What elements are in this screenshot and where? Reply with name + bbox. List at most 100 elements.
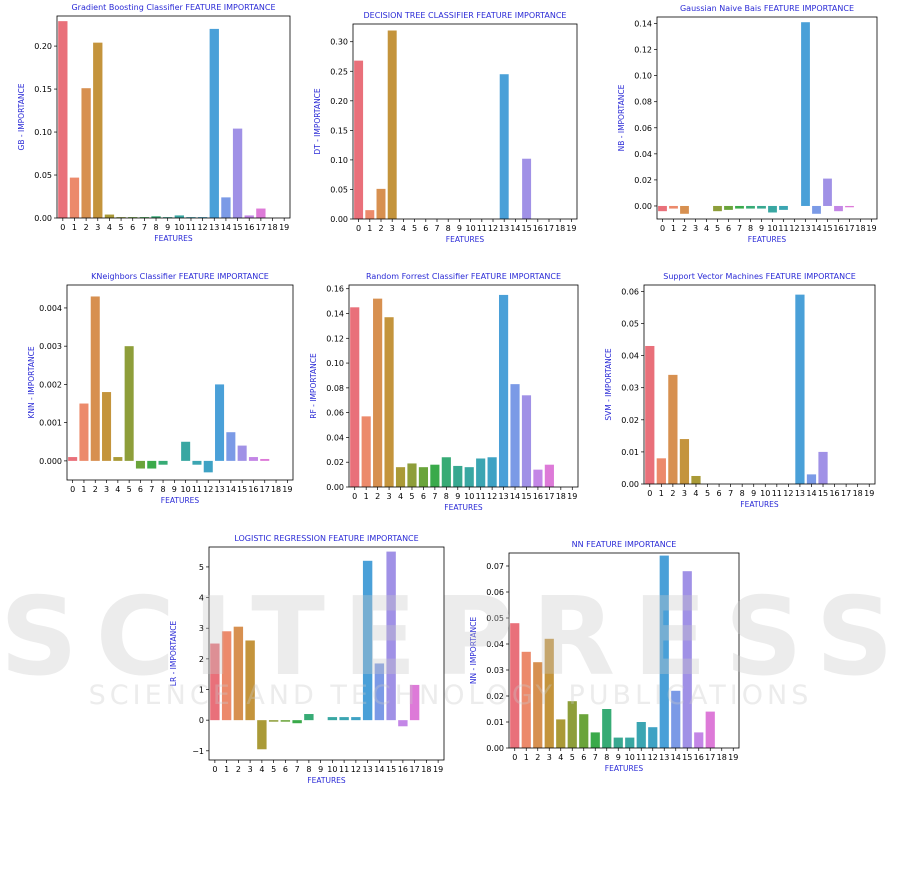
x-tick-label: 6 <box>717 489 722 498</box>
bar-feature-6 <box>418 467 429 487</box>
x-tick-label: 10 <box>625 753 635 762</box>
bar-feature-0 <box>350 307 360 487</box>
bar-feature-2 <box>81 88 91 218</box>
x-tick-label: 10 <box>327 765 337 774</box>
x-tick-label: 17 <box>544 224 554 233</box>
x-tick-label: 4 <box>693 489 698 498</box>
y-tick-label: 0.15 <box>34 85 52 94</box>
bar-feature-14 <box>510 384 520 487</box>
x-tick-label: 13 <box>659 753 669 762</box>
x-tick-label: 1 <box>224 765 229 774</box>
bar-feature-1 <box>361 416 371 487</box>
bar-feature-11 <box>779 205 788 210</box>
plot-frame <box>348 284 579 488</box>
x-axis-label: FEATURES <box>161 496 200 505</box>
y-tick-label: 0.20 <box>330 97 348 106</box>
bar-feature-6 <box>135 460 145 469</box>
chart-title: Gaussian Naive Bais FEATURE IMPORTANCE <box>680 4 854 13</box>
bar-feature-6 <box>579 714 589 748</box>
x-tick-label: 9 <box>751 489 756 498</box>
x-tick-label: 8 <box>748 224 753 233</box>
x-tick-label: 4 <box>115 485 120 494</box>
chart-7: LOGISTIC REGRESSION FEATURE IMPORTANCE −1… <box>169 534 445 785</box>
y-tick-label: 0.003 <box>39 342 62 351</box>
x-tick-label: 0 <box>512 753 517 762</box>
bar-feature-11 <box>186 217 196 218</box>
x-tick-label: 7 <box>434 224 439 233</box>
x-axis-label: FEATURES <box>605 764 644 773</box>
x-tick-label: 0 <box>60 223 65 232</box>
x-tick-label: 13 <box>209 223 219 232</box>
bar-feature-7 <box>735 205 744 209</box>
x-tick-label: 16 <box>694 753 704 762</box>
x-tick-label: 18 <box>853 489 863 498</box>
x-tick-label: 10 <box>466 224 476 233</box>
x-tick-label: 19 <box>279 223 289 232</box>
bar-feature-11 <box>339 717 349 721</box>
x-tick-label: 3 <box>248 765 253 774</box>
bar-feature-3 <box>544 638 554 748</box>
y-tick-label: 0.000 <box>39 457 62 466</box>
x-tick-label: 5 <box>119 223 124 232</box>
x-tick-label: 1 <box>367 224 372 233</box>
x-tick-label: 8 <box>604 753 609 762</box>
chart-1: Gradient Boosting Classifier FEATURE IMP… <box>17 3 291 243</box>
bar-feature-10 <box>174 215 184 218</box>
chart-6: Support Vector Machines FEATURE IMPORTAN… <box>604 272 876 509</box>
x-tick-label: 15 <box>237 485 247 494</box>
chart-5: Random Forrest Classifier FEATURE IMPORT… <box>309 272 579 512</box>
plot-frame <box>352 23 578 220</box>
y-tick-label: 0.03 <box>621 384 639 393</box>
x-tick-label: 19 <box>282 485 292 494</box>
x-tick-label: 9 <box>457 224 462 233</box>
y-tick-label: 0.07 <box>486 562 504 571</box>
x-tick-label: 4 <box>259 765 264 774</box>
x-tick-label: 6 <box>283 765 288 774</box>
y-tick-label: 0.06 <box>621 287 639 296</box>
bar-feature-4 <box>395 467 406 487</box>
chart-title: DECISION TREE CLASSIFIER FEATURE IMPORTA… <box>364 11 567 20</box>
x-tick-label: 17 <box>260 485 270 494</box>
x-tick-label: 1 <box>364 492 369 501</box>
x-tick-label: 2 <box>670 489 675 498</box>
bar-feature-0 <box>58 21 68 219</box>
x-tick-label: 19 <box>864 489 874 498</box>
bar-feature-16 <box>533 469 543 487</box>
x-tick-label: 11 <box>476 492 486 501</box>
x-tick-label: 16 <box>833 224 843 233</box>
chart-title: NN FEATURE IMPORTANCE <box>572 540 677 549</box>
bar-feature-1 <box>521 651 531 748</box>
y-tick-label: 0.04 <box>621 352 639 361</box>
y-axis-label: RF - IMPORTANCE <box>309 353 318 419</box>
bar-feature-14 <box>226 432 236 461</box>
x-tick-label: 13 <box>795 489 805 498</box>
x-tick-label: 3 <box>95 223 100 232</box>
x-tick-label: 17 <box>410 765 420 774</box>
x-tick-label: 5 <box>412 224 417 233</box>
x-tick-label: 3 <box>682 489 687 498</box>
x-tick-label: 12 <box>488 224 498 233</box>
x-tick-label: 18 <box>421 765 431 774</box>
x-tick-label: 15 <box>386 765 396 774</box>
y-tick-label: 0.02 <box>326 458 344 467</box>
y-tick-label: 0.00 <box>326 483 344 492</box>
y-tick-label: 0.06 <box>634 124 652 133</box>
x-tick-label: 6 <box>138 485 143 494</box>
x-tick-label: 16 <box>398 765 408 774</box>
x-tick-label: 1 <box>671 224 676 233</box>
x-tick-label: 4 <box>107 223 112 232</box>
x-tick-label: 0 <box>352 492 357 501</box>
plot-frame <box>56 15 291 219</box>
x-tick-label: 15 <box>522 224 532 233</box>
bar-feature-15 <box>237 445 247 461</box>
bar-feature-3 <box>679 439 690 484</box>
bar-feature-8 <box>151 216 161 218</box>
bar-feature-15 <box>818 451 828 484</box>
bar-feature-1 <box>69 177 80 218</box>
bar-feature-7 <box>590 732 600 748</box>
x-tick-label: 2 <box>84 223 89 232</box>
x-tick-label: 14 <box>226 485 236 494</box>
y-axis-label: KNN - IMPORTANCE <box>27 346 36 418</box>
y-tick-label: 0.01 <box>486 718 504 727</box>
x-tick-label: 8 <box>444 492 449 501</box>
